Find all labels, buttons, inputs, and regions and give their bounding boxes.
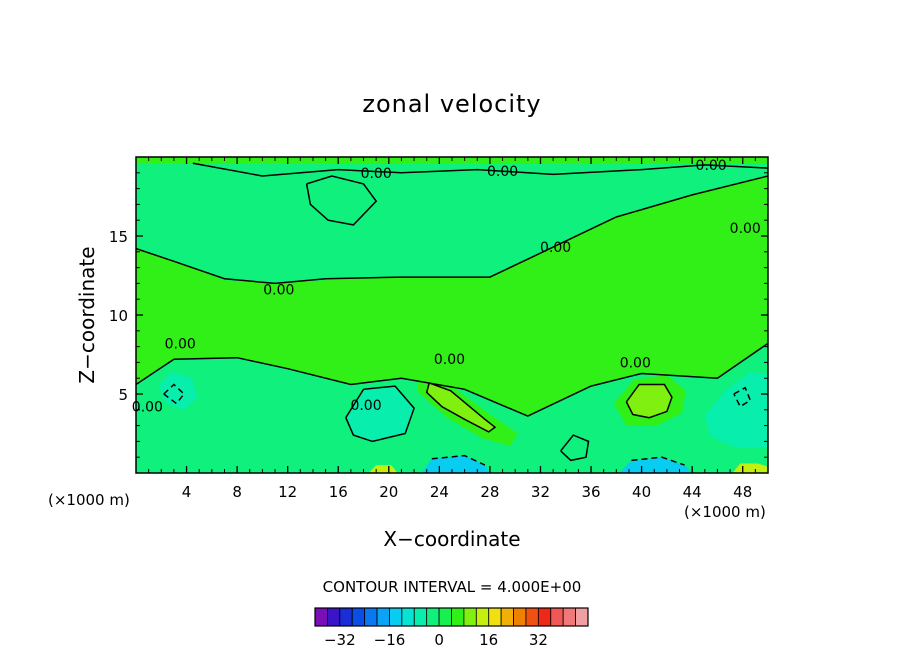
colorbar-swatch [463, 607, 477, 627]
contour-label: 0.00 [487, 164, 518, 180]
field-center-core [426, 382, 495, 432]
field-mid-left-band [345, 386, 415, 442]
contour-label: 0.00 [434, 352, 465, 368]
contour-label: 0.00 [540, 240, 571, 256]
contour-zero-contour-upper [136, 175, 768, 285]
field-far-right-band [704, 371, 768, 448]
colorbar-swatch [525, 607, 539, 627]
x-tick-label: 48 [733, 483, 752, 501]
colorbar-swatch [327, 607, 341, 627]
colorbar-swatch [389, 607, 403, 627]
x-tick-label: 32 [531, 483, 550, 501]
x-tick-label: 24 [430, 483, 449, 501]
x-tick-label: 16 [329, 483, 348, 501]
field-upper-band [136, 163, 768, 284]
field-lower-left-band [158, 371, 198, 410]
y-axis-label: Z−coordinate [75, 246, 99, 383]
x-tick-label: 44 [683, 483, 702, 501]
colorbar-swatch [562, 607, 576, 627]
field-upper-left-blob [306, 176, 377, 225]
contour-interval-text: CONTOUR INTERVAL = 4.000E+00 [323, 578, 582, 596]
colorbar-swatch [426, 607, 440, 627]
colorbar-swatch [500, 607, 514, 627]
colorbar-tick-label: 16 [479, 631, 498, 649]
colorbar-frame [314, 607, 589, 627]
colorbar-swatch [537, 607, 552, 627]
y-tick-label: 5 [118, 386, 128, 404]
x-unit-right: (×1000 m) [684, 503, 766, 521]
contour-label: 0.00 [165, 336, 196, 352]
colorbar-swatch [351, 607, 366, 627]
colorbar-tick-label: −16 [374, 631, 406, 649]
contour-upper-blob-contour [305, 175, 378, 226]
contour-label: 0.00 [350, 398, 381, 414]
colorbar-swatch [364, 607, 378, 627]
contour-bottom-right-dash [631, 456, 685, 466]
contour-left-dash [163, 383, 186, 405]
colorbar-swatch [550, 607, 564, 627]
colorbar [314, 607, 589, 627]
x-tick-label: 4 [182, 483, 192, 501]
x-tick-label: 12 [278, 483, 297, 501]
x-tick-label: 8 [232, 483, 242, 501]
colorbar-swatch [475, 607, 490, 627]
contour-lines [136, 162, 768, 466]
field-right-core [626, 384, 672, 418]
colorbar-swatch [438, 607, 452, 627]
colorbar-swatch [401, 607, 415, 627]
contour-label: 0.00 [361, 166, 392, 182]
colorbar-swatch [413, 607, 428, 627]
colorbar-swatch [339, 607, 353, 627]
contour-top-contour [192, 162, 768, 177]
y-tick-label: 10 [109, 307, 128, 325]
contour-center-contour [425, 382, 497, 433]
contour-label: 0.00 [730, 221, 761, 237]
x-tick-label: 36 [581, 483, 600, 501]
contour-bottom-left-dash [431, 454, 486, 466]
contour-label: 0.00 [696, 158, 727, 174]
colorbar-swatch [451, 607, 465, 627]
x-tick-label: 28 [480, 483, 499, 501]
y-axis-ticks: 5 10 15 [109, 172, 768, 458]
chart-title: zonal velocity [362, 90, 541, 118]
colorbar-swatch [575, 607, 589, 627]
colorbar-swatch [488, 607, 502, 627]
colorbar-swatch [314, 607, 328, 627]
x-tick-label: 40 [632, 483, 651, 501]
field-bottom-right-yellow [732, 463, 768, 473]
colorbar-tick-labels: −32 −16 0 16 32 [324, 631, 548, 649]
contour-label: 0.00 [132, 400, 163, 416]
field-bottom-right-cyan [618, 457, 693, 473]
colorbar-tick-label: −32 [324, 631, 356, 649]
y-tick-label: 15 [109, 228, 128, 246]
colorbar-swatch [513, 607, 527, 627]
contour-labels: 0.00 0.00 0.00 0.00 0.00 0.00 0.00 0.00 0.00 0.00… [132, 158, 761, 416]
x-tick-label: 20 [379, 483, 398, 501]
x-axis-label: X−coordinate [383, 527, 520, 551]
x-unit-left: (×1000 m) [48, 491, 130, 509]
x-axis-ticks: 4 8 12 16 20 24 28 32 36 40 44 48 [148, 157, 756, 501]
contour-small-loop-right [560, 434, 590, 462]
colorbar-tick-label: 0 [434, 631, 444, 649]
colorbar-swatch [376, 607, 390, 627]
contour-label: 0.00 [620, 355, 651, 371]
contour-label: 0.00 [263, 283, 294, 299]
contour-right-contour [625, 383, 673, 419]
contour-mid-left-contour [345, 385, 415, 443]
contour-right-dash [733, 386, 752, 408]
colorbar-tick-label: 32 [529, 631, 548, 649]
